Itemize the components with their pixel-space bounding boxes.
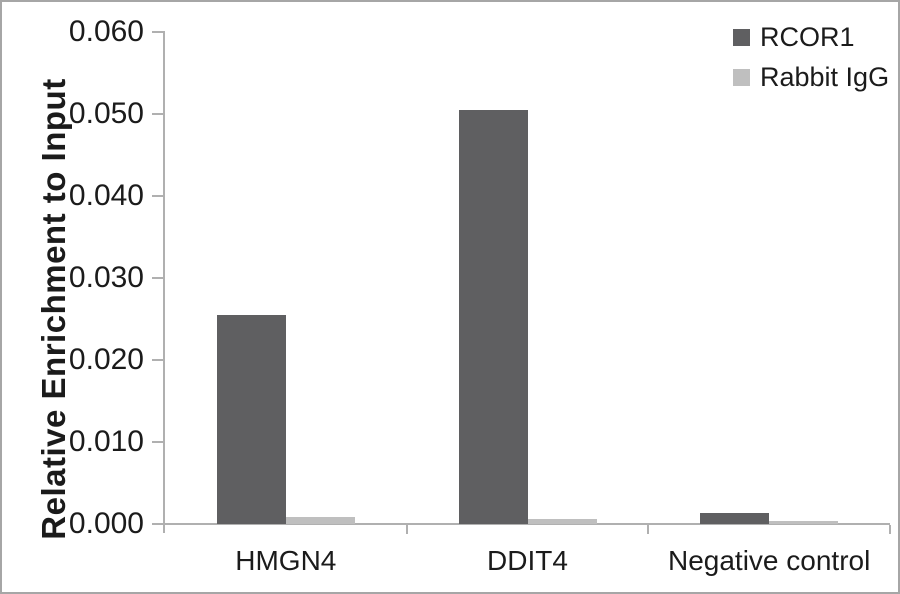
x-category-label: Negative control: [667, 545, 871, 576]
bar-rcor1-ddit4: [458, 110, 528, 524]
legend-swatch-icon: [733, 28, 750, 46]
legend-label: RCOR1: [760, 21, 855, 52]
y-axis-title: Relative Enrichment to Input: [35, 78, 72, 540]
legend-swatch-icon: [733, 68, 750, 86]
legend-item-rcor1: RCOR1: [733, 22, 855, 52]
y-tick-label: 0.050: [68, 97, 144, 130]
bar-rcor1-negative-control: [700, 513, 770, 524]
x-category-label: HMGN4: [235, 545, 337, 576]
bar-rabbit-igg-ddit4: [527, 519, 597, 524]
legend-item-rabbit-igg: Rabbit IgG: [733, 62, 889, 92]
x-tick-mark: [647, 525, 650, 534]
y-tick-label: 0.040: [68, 179, 144, 212]
x-tick-mark: [889, 525, 891, 534]
y-tick-mark: [152, 195, 165, 197]
y-tick-mark: [152, 31, 165, 33]
legend-label: Rabbit IgG: [760, 61, 890, 92]
bar-rabbit-igg-negative-control: [769, 521, 839, 524]
y-tick-mark: [152, 523, 165, 525]
y-tick-label: 0.030: [68, 261, 144, 294]
y-tick-mark: [152, 359, 165, 361]
y-tick-mark: [152, 113, 165, 115]
y-axis-line: [163, 32, 165, 533]
bar-rabbit-igg-hmgn4: [285, 517, 355, 524]
y-tick-label: 0.010: [68, 425, 144, 458]
y-tick-mark: [152, 277, 165, 279]
y-tick-label: 0.060: [68, 15, 144, 48]
bar-rcor1-hmgn4: [216, 315, 286, 524]
y-tick-label: 0.000: [68, 507, 144, 540]
x-axis-line: [165, 523, 890, 525]
x-category-label: DDIT4: [487, 545, 568, 576]
y-tick-label: 0.020: [68, 343, 144, 376]
y-tick-mark: [152, 441, 165, 443]
x-tick-mark: [405, 525, 408, 534]
